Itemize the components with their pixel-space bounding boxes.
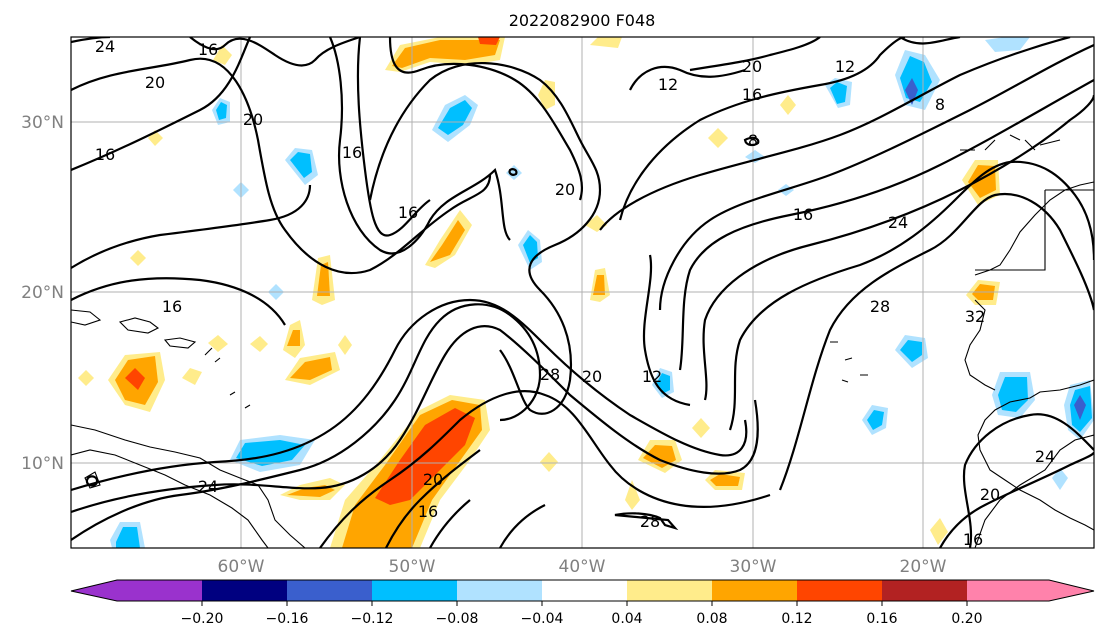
contour-label: 24: [1035, 447, 1055, 466]
contour-label: 16: [963, 530, 983, 549]
colorbar: −0.20 −0.16 −0.12 −0.08 −0.04 0.04 0.08 …: [70, 579, 1095, 627]
colorbar-tick-label: 0.04: [611, 611, 642, 627]
contour-label: 20: [423, 470, 443, 489]
contour-label: 28: [870, 297, 890, 316]
contour-label: 24: [95, 37, 115, 56]
contour-label: 8: [748, 131, 758, 150]
x-tick-label: 60°W: [218, 557, 265, 577]
contour-label: 16: [398, 203, 418, 222]
x-tick-label: 30°W: [730, 557, 777, 577]
colorbar-tick-label: −0.08: [436, 611, 479, 627]
contour-label: 20: [980, 485, 1000, 504]
figure-title: 2022082900 F048: [509, 11, 656, 30]
contour-label: 8: [935, 95, 945, 114]
colorbar-tick-label: −0.12: [351, 611, 394, 627]
contour-label: 12: [658, 75, 678, 94]
contour-label: 16: [198, 40, 218, 59]
contour-label: 20: [243, 110, 263, 129]
x-tick-label: 40°W: [559, 557, 606, 577]
colorbar-extend-max: [1049, 580, 1094, 601]
colorbar-tick-label: −0.04: [521, 611, 564, 627]
colorbar-tick-label: 0.08: [696, 611, 727, 627]
y-tick-label: 30°N: [21, 113, 64, 133]
coastlines: [71, 134, 1094, 548]
contour-label: 16: [95, 145, 115, 164]
contour-label: 16: [793, 205, 813, 224]
contour-label: 20: [145, 73, 165, 92]
colorbar-tick-label: 0.12: [781, 611, 812, 627]
y-tick-label: 10°N: [21, 454, 64, 474]
colorbar-extend-min: [71, 580, 117, 601]
colorbar-tick-label: 0.16: [866, 611, 897, 627]
contour-label: 20: [582, 367, 602, 386]
latitude-ticks: 30°N 20°N 10°N: [21, 113, 64, 474]
y-tick-label: 20°N: [21, 283, 64, 303]
contour-label: 16: [418, 502, 438, 521]
colorbar-tick-label: −0.16: [266, 611, 309, 627]
contour-label: 20: [555, 180, 575, 199]
anomaly-shading: [78, 37, 1094, 548]
longitude-ticks: 60°W 50°W 40°W 30°W 20°W: [218, 557, 947, 577]
height-contours: [71, 37, 1094, 548]
contour-label: 28: [640, 512, 660, 531]
colorbar-tick-label: 0.20: [951, 611, 982, 627]
map-area: 24 16 20 20 16 16 16 16 12 20 16 12 8 20…: [71, 37, 1094, 549]
contour-label: 24: [888, 213, 908, 232]
contour-label: 32: [965, 307, 985, 326]
x-tick-label: 20°W: [900, 557, 947, 577]
contour-label: 16: [342, 143, 362, 162]
contour-label: 12: [835, 57, 855, 76]
contour-label: 24: [198, 477, 218, 496]
gridlines: [71, 37, 1094, 548]
contour-label: 12: [642, 367, 662, 386]
colorbar-tick-label: −0.20: [181, 611, 224, 627]
contour-labels: 24 16 20 20 16 16 16 16 12 20 16 12 8 20…: [95, 37, 1055, 549]
contour-label: 20: [742, 57, 762, 76]
x-tick-label: 50°W: [389, 557, 436, 577]
map-frame: [70, 36, 1095, 549]
contour-label: 16: [742, 85, 762, 104]
contour-label: 28: [540, 365, 560, 384]
contour-label: 16: [162, 297, 182, 316]
